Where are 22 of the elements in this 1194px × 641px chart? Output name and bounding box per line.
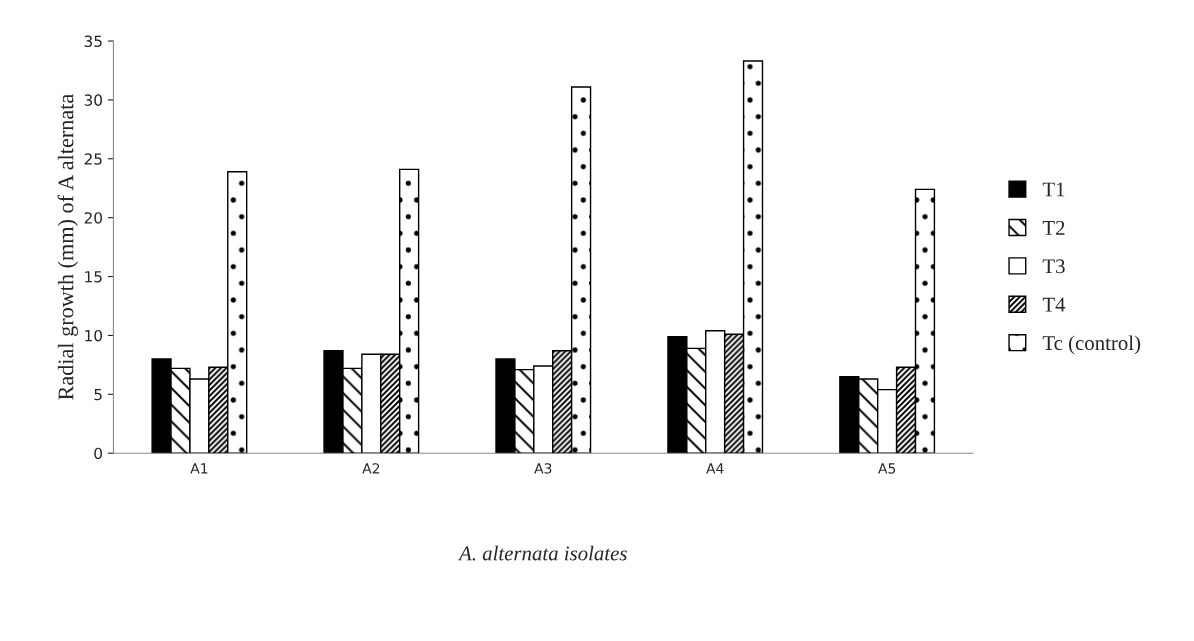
legend-label: T3 <box>1042 259 1065 274</box>
y-tick-label: 0 <box>94 447 102 460</box>
x-tick-label: A1 <box>190 463 208 474</box>
x-tick-label: A2 <box>362 463 380 474</box>
bar <box>323 350 344 454</box>
x-axis-title: A. alternata isolates <box>457 545 627 561</box>
y-tick-label: 25 <box>84 153 102 165</box>
legend-label: Tc (control) <box>1042 335 1141 355</box>
legend-label: T1 <box>1042 182 1065 197</box>
y-tick-label: 15 <box>85 271 102 283</box>
y-tick-label: 30 <box>84 94 102 106</box>
legend-label: T4 <box>1042 297 1066 312</box>
y-tick-label: 35 <box>84 35 102 48</box>
x-tick-label: A4 <box>706 463 724 474</box>
y-tick-label: 20 <box>84 212 102 224</box>
y-axis-title: Radial growth (mm) of A alternata <box>57 94 79 400</box>
y-tick-label: 10 <box>85 329 102 342</box>
legend-label: T2 <box>1042 220 1065 235</box>
bar <box>667 335 688 454</box>
x-tick-label: A5 <box>878 463 896 474</box>
y-tick-label: 5 <box>94 388 102 401</box>
x-tick-label: A3 <box>534 463 552 474</box>
